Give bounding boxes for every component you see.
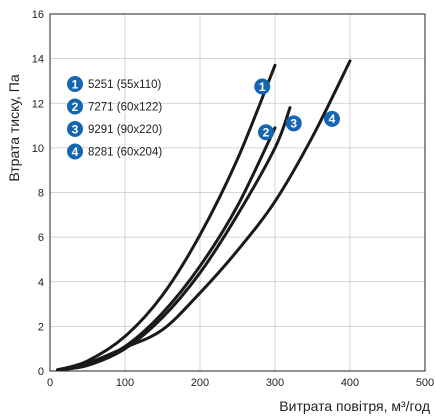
legend-label-2: 7271 (60x122) (88, 102, 162, 114)
badge-number: 2 (263, 126, 270, 140)
curve-badges: 1 2 3 4 (254, 78, 340, 141)
x-axis-title: Витрата повітря, м³/год (279, 398, 430, 414)
badge-circle (324, 110, 340, 127)
badge-number: 2 (72, 100, 79, 114)
badge-circle (67, 76, 83, 92)
axes (49, 13, 426, 372)
legend: 1 5251 (55x110) 2 7271 (60x122) 3 9291 (90x22… (67, 76, 162, 160)
legend-badge-3: 3 (67, 121, 83, 137)
x-tick-label: 100 (116, 377, 134, 389)
y-tick-label: 8 (38, 188, 44, 200)
legend-badge-2: 2 (67, 98, 83, 115)
badge-circle (254, 78, 271, 95)
y-tick-label: 2 (38, 321, 44, 333)
badge-number: 4 (329, 112, 336, 126)
y-tick-label: 12 (32, 98, 44, 110)
curve-1 (56, 63, 277, 372)
curve-2 (56, 126, 277, 372)
x-tick-label: 0 (47, 377, 53, 389)
legend-label-4: 8281 (60x204) (88, 147, 162, 159)
badge-circle (258, 124, 274, 141)
curves (56, 59, 352, 372)
y-axis-title: Втрата тиску, Па (6, 74, 22, 181)
y-tick-label: 4 (38, 277, 44, 289)
y-tick-label: 10 (32, 143, 44, 155)
x-tick-label: 300 (266, 377, 284, 389)
badge-circle (67, 98, 83, 115)
badge-number: 1 (259, 80, 266, 94)
curve-badge-4: 4 (324, 110, 340, 127)
y-tick-label: 16 (32, 9, 44, 21)
curve-badge-1: 1 (254, 78, 271, 95)
x-tick-label: 500 (416, 377, 434, 389)
badge-number: 3 (290, 117, 297, 131)
legend-label-1: 5251 (55x110) (88, 79, 161, 91)
badge-circle (285, 115, 302, 132)
badge-number: 1 (72, 77, 79, 91)
curve-badge-2: 2 (258, 124, 274, 141)
curve-4 (56, 59, 352, 372)
legend-badge-1: 1 (67, 76, 83, 92)
y-tick-label: 0 (38, 366, 44, 378)
x-tick-label: 400 (341, 377, 359, 389)
badge-circle (67, 143, 83, 160)
grid (49, 13, 426, 372)
x-tick-label: 200 (191, 377, 209, 389)
legend-badge-4: 4 (67, 143, 83, 160)
badge-number: 3 (72, 122, 79, 136)
curve-badge-3: 3 (285, 115, 302, 132)
plot-frame (49, 13, 426, 372)
legend-label-3: 9291 (90x220) (88, 124, 162, 136)
y-tick-label: 6 (38, 232, 44, 244)
curve-3 (56, 106, 292, 372)
y-tick-label: 14 (32, 54, 44, 66)
badge-circle (67, 121, 83, 137)
badge-number: 4 (72, 145, 79, 159)
